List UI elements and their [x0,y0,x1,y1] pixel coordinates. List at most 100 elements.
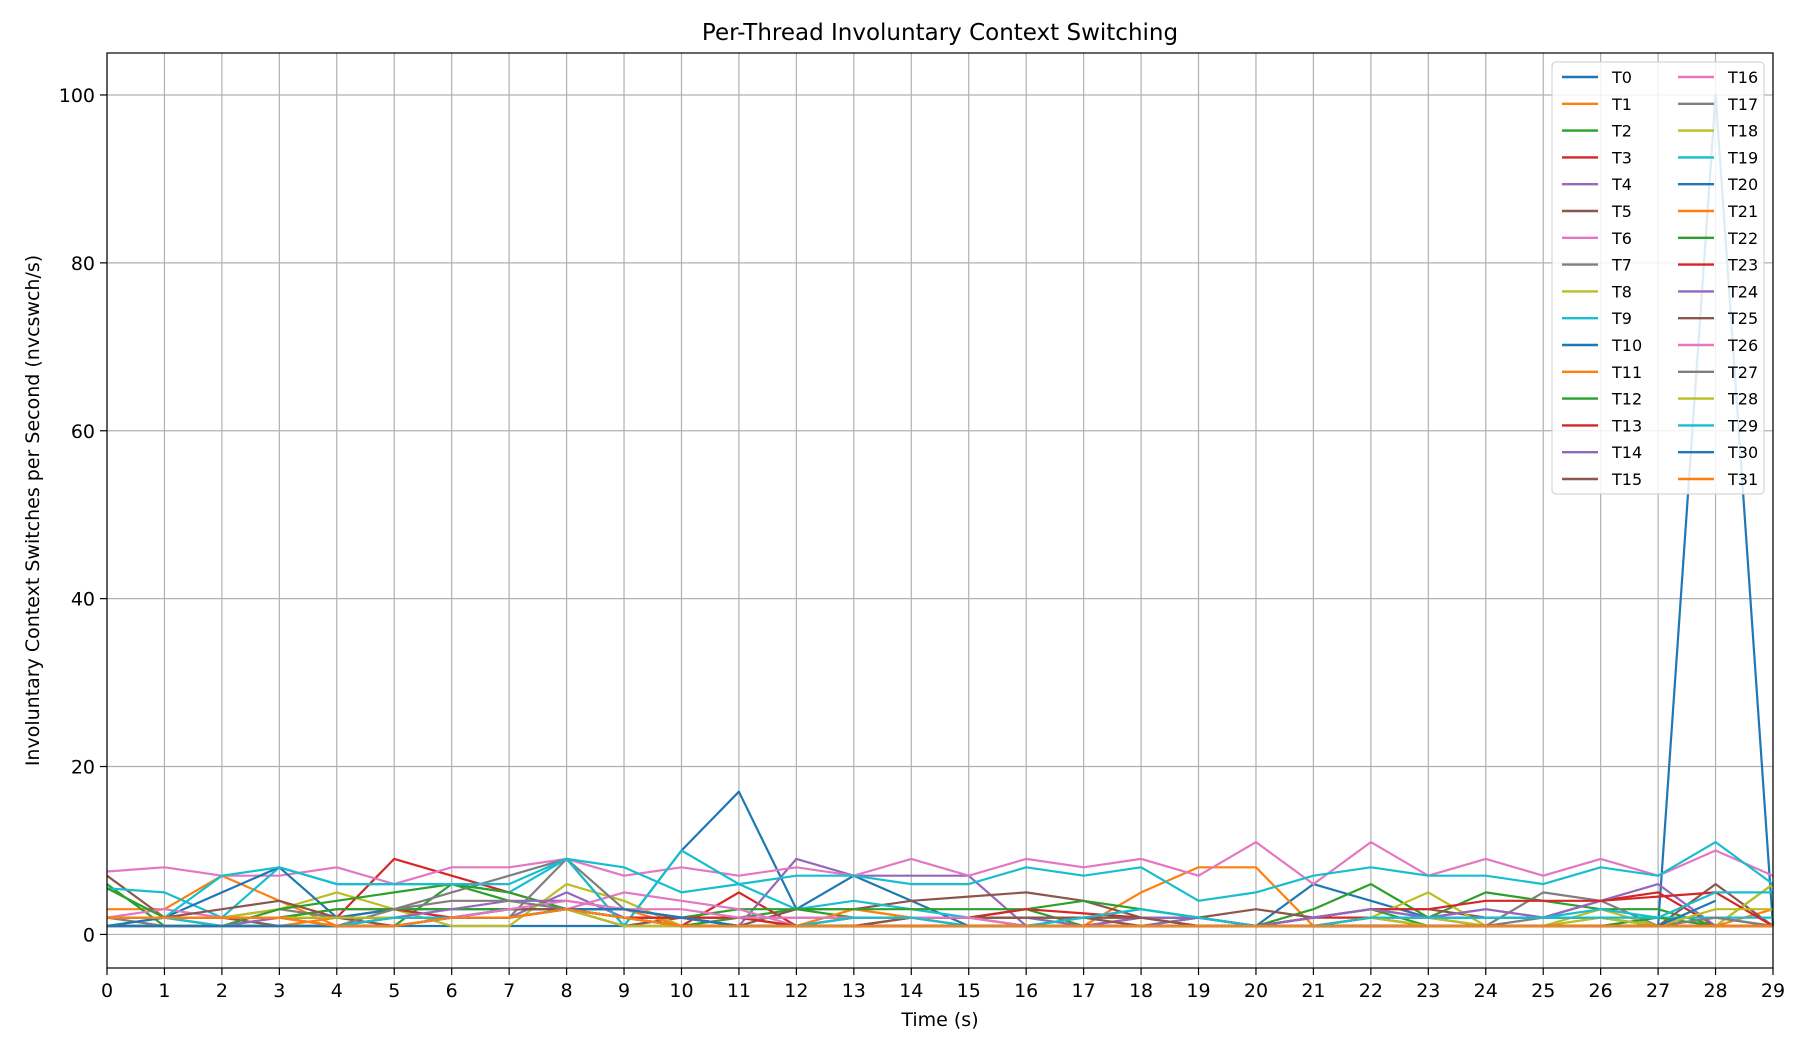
legend-item: T3 [1562,148,1632,167]
legend-label: T27 [1727,363,1758,382]
legend-item: T8 [1562,282,1632,301]
legend-item: T25 [1678,309,1758,328]
plot-frame [106,52,1774,969]
legend-label: T22 [1727,229,1758,248]
x-tick-label: 17 [1072,980,1096,1002]
legend-label: T12 [1611,390,1642,409]
legend-label: T15 [1611,470,1642,489]
x-tick-label: 13 [842,980,866,1002]
legend-label: T7 [1611,256,1632,275]
series-line-t6 [106,841,1774,886]
x-tick-label: 14 [899,980,923,1002]
legend-item: T11 [1562,363,1642,382]
legend-item: T26 [1678,336,1758,355]
legend-item: T29 [1678,416,1758,435]
legend-item: T27 [1678,363,1758,382]
legend-item: T22 [1678,229,1758,248]
series-line-t29 [107,891,1773,928]
legend-label: T10 [1611,336,1642,355]
series-line-t0 [107,93,1775,928]
legend-label: T14 [1611,443,1642,462]
legend-box [1551,61,1765,495]
x-axis-label: Time (s) [900,1009,978,1031]
y-tick-label: 0 [83,924,95,946]
legend-item: T18 [1678,122,1758,141]
x-tick-label: 18 [1129,980,1153,1002]
legend-label: T30 [1727,443,1758,462]
legend-item: T1 [1562,95,1632,114]
legend-item: T5 [1562,202,1632,221]
x-tick-label: 28 [1703,980,1727,1002]
legend-label: T25 [1727,309,1758,328]
y-tick-label: 40 [71,589,95,611]
legend-item: T30 [1678,443,1758,462]
legend-item: T24 [1678,282,1758,301]
legend-label: T13 [1611,416,1642,435]
legend-label: T19 [1727,148,1758,167]
legend-item: T16 [1678,68,1758,87]
legend-label: T31 [1727,470,1758,489]
legend-label: T20 [1727,175,1758,194]
x-tick-label: 23 [1416,980,1440,1002]
x-tick-label: 12 [784,980,808,1002]
legend-item: T9 [1562,309,1632,328]
y-tick-label: 80 [71,253,95,275]
x-tick-label: 5 [388,980,400,1002]
legend-item: T20 [1678,175,1758,194]
legend-item: T15 [1562,470,1642,489]
legend-label: T18 [1727,122,1758,141]
legend-item: T7 [1562,256,1632,275]
y-axis-ticks: 0 20 40 60 80 100 [59,85,107,946]
x-tick-label: 11 [727,980,751,1002]
y-tick-label: 60 [71,421,95,443]
legend-label: T11 [1611,363,1642,382]
legend-item: T31 [1678,470,1758,489]
x-tick-label: 25 [1531,980,1555,1002]
x-tick-label: 22 [1359,980,1383,1002]
x-tick-label: 3 [273,980,285,1002]
legend-item: T28 [1678,390,1758,409]
x-tick-label: 21 [1301,980,1325,1002]
legend-label: T16 [1727,68,1758,87]
legend-label: T4 [1611,175,1632,194]
x-axis-ticks: 0 1 2 3 4 5 6 7 8 9 10 11 12 13 14 15 16 17 18 19 20 21 22 23 24… [101,968,1785,1002]
legend-item: T6 [1562,229,1632,248]
legend-label: T21 [1727,202,1758,221]
y-tick-label: 20 [71,757,95,779]
x-tick-label: 15 [957,980,981,1002]
legend-item: T23 [1678,256,1758,275]
x-tick-label: 26 [1589,980,1613,1002]
legend-label: T2 [1611,122,1632,141]
legend-item: T19 [1678,148,1758,167]
chart-title: Per-Thread Involuntary Context Switching [702,20,1178,46]
x-tick-label: 2 [216,980,228,1002]
legend-label: T17 [1727,95,1758,114]
legend-label: T0 [1611,68,1632,87]
x-tick-label: 16 [1014,980,1038,1002]
x-tick-label: 10 [669,980,693,1002]
legend-label: T8 [1611,282,1632,301]
y-axis-label: Involuntary Context Switches per Second … [22,255,44,766]
legend-label: T6 [1611,229,1632,248]
legend-label: T24 [1727,282,1758,301]
x-tick-label: 7 [503,980,515,1002]
series-lines [106,93,1775,928]
legend-item: T12 [1562,390,1642,409]
x-tick-label: 4 [331,980,343,1002]
x-tick-label: 20 [1244,980,1268,1002]
legend: T0 T1 T2 T3 T4 T5 T6 T7 T8 T9 T10 T11 T12 T13 T14 T15 T1… [1551,61,1765,495]
legend-label: T5 [1611,202,1632,221]
legend-item: T21 [1678,202,1758,221]
legend-label: T1 [1611,95,1632,114]
legend-item: T0 [1562,68,1632,87]
series-line-t19 [107,841,1774,928]
legend-item: T4 [1562,175,1632,194]
x-tick-label: 29 [1761,980,1785,1002]
x-tick-label: 0 [101,980,113,1002]
x-tick-label: 6 [446,980,458,1002]
x-tick-label: 8 [561,980,573,1002]
legend-label: T3 [1611,148,1632,167]
grid [106,53,1774,968]
legend-label: T29 [1727,416,1758,435]
